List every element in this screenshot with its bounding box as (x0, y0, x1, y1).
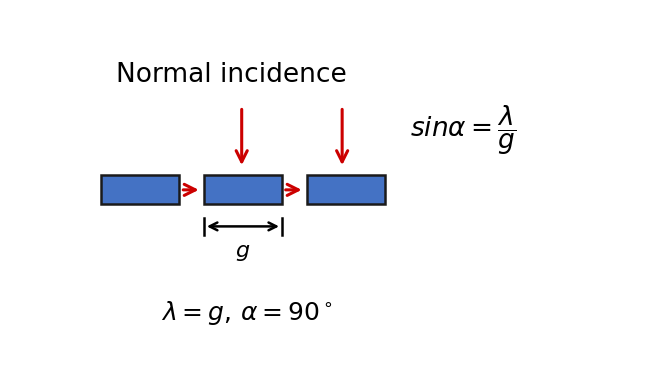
Bar (204, 175, 282, 204)
Text: $sin\alpha = \dfrac{\lambda}{g}$: $sin\alpha = \dfrac{\lambda}{g}$ (410, 104, 516, 157)
Text: $\lambda = g,\, \alpha = 90^\circ$: $\lambda = g,\, \alpha = 90^\circ$ (161, 299, 333, 327)
Bar (101, 175, 179, 204)
Text: $g$: $g$ (235, 244, 251, 263)
Text: Normal incidence: Normal incidence (116, 62, 347, 88)
Bar (307, 175, 385, 204)
